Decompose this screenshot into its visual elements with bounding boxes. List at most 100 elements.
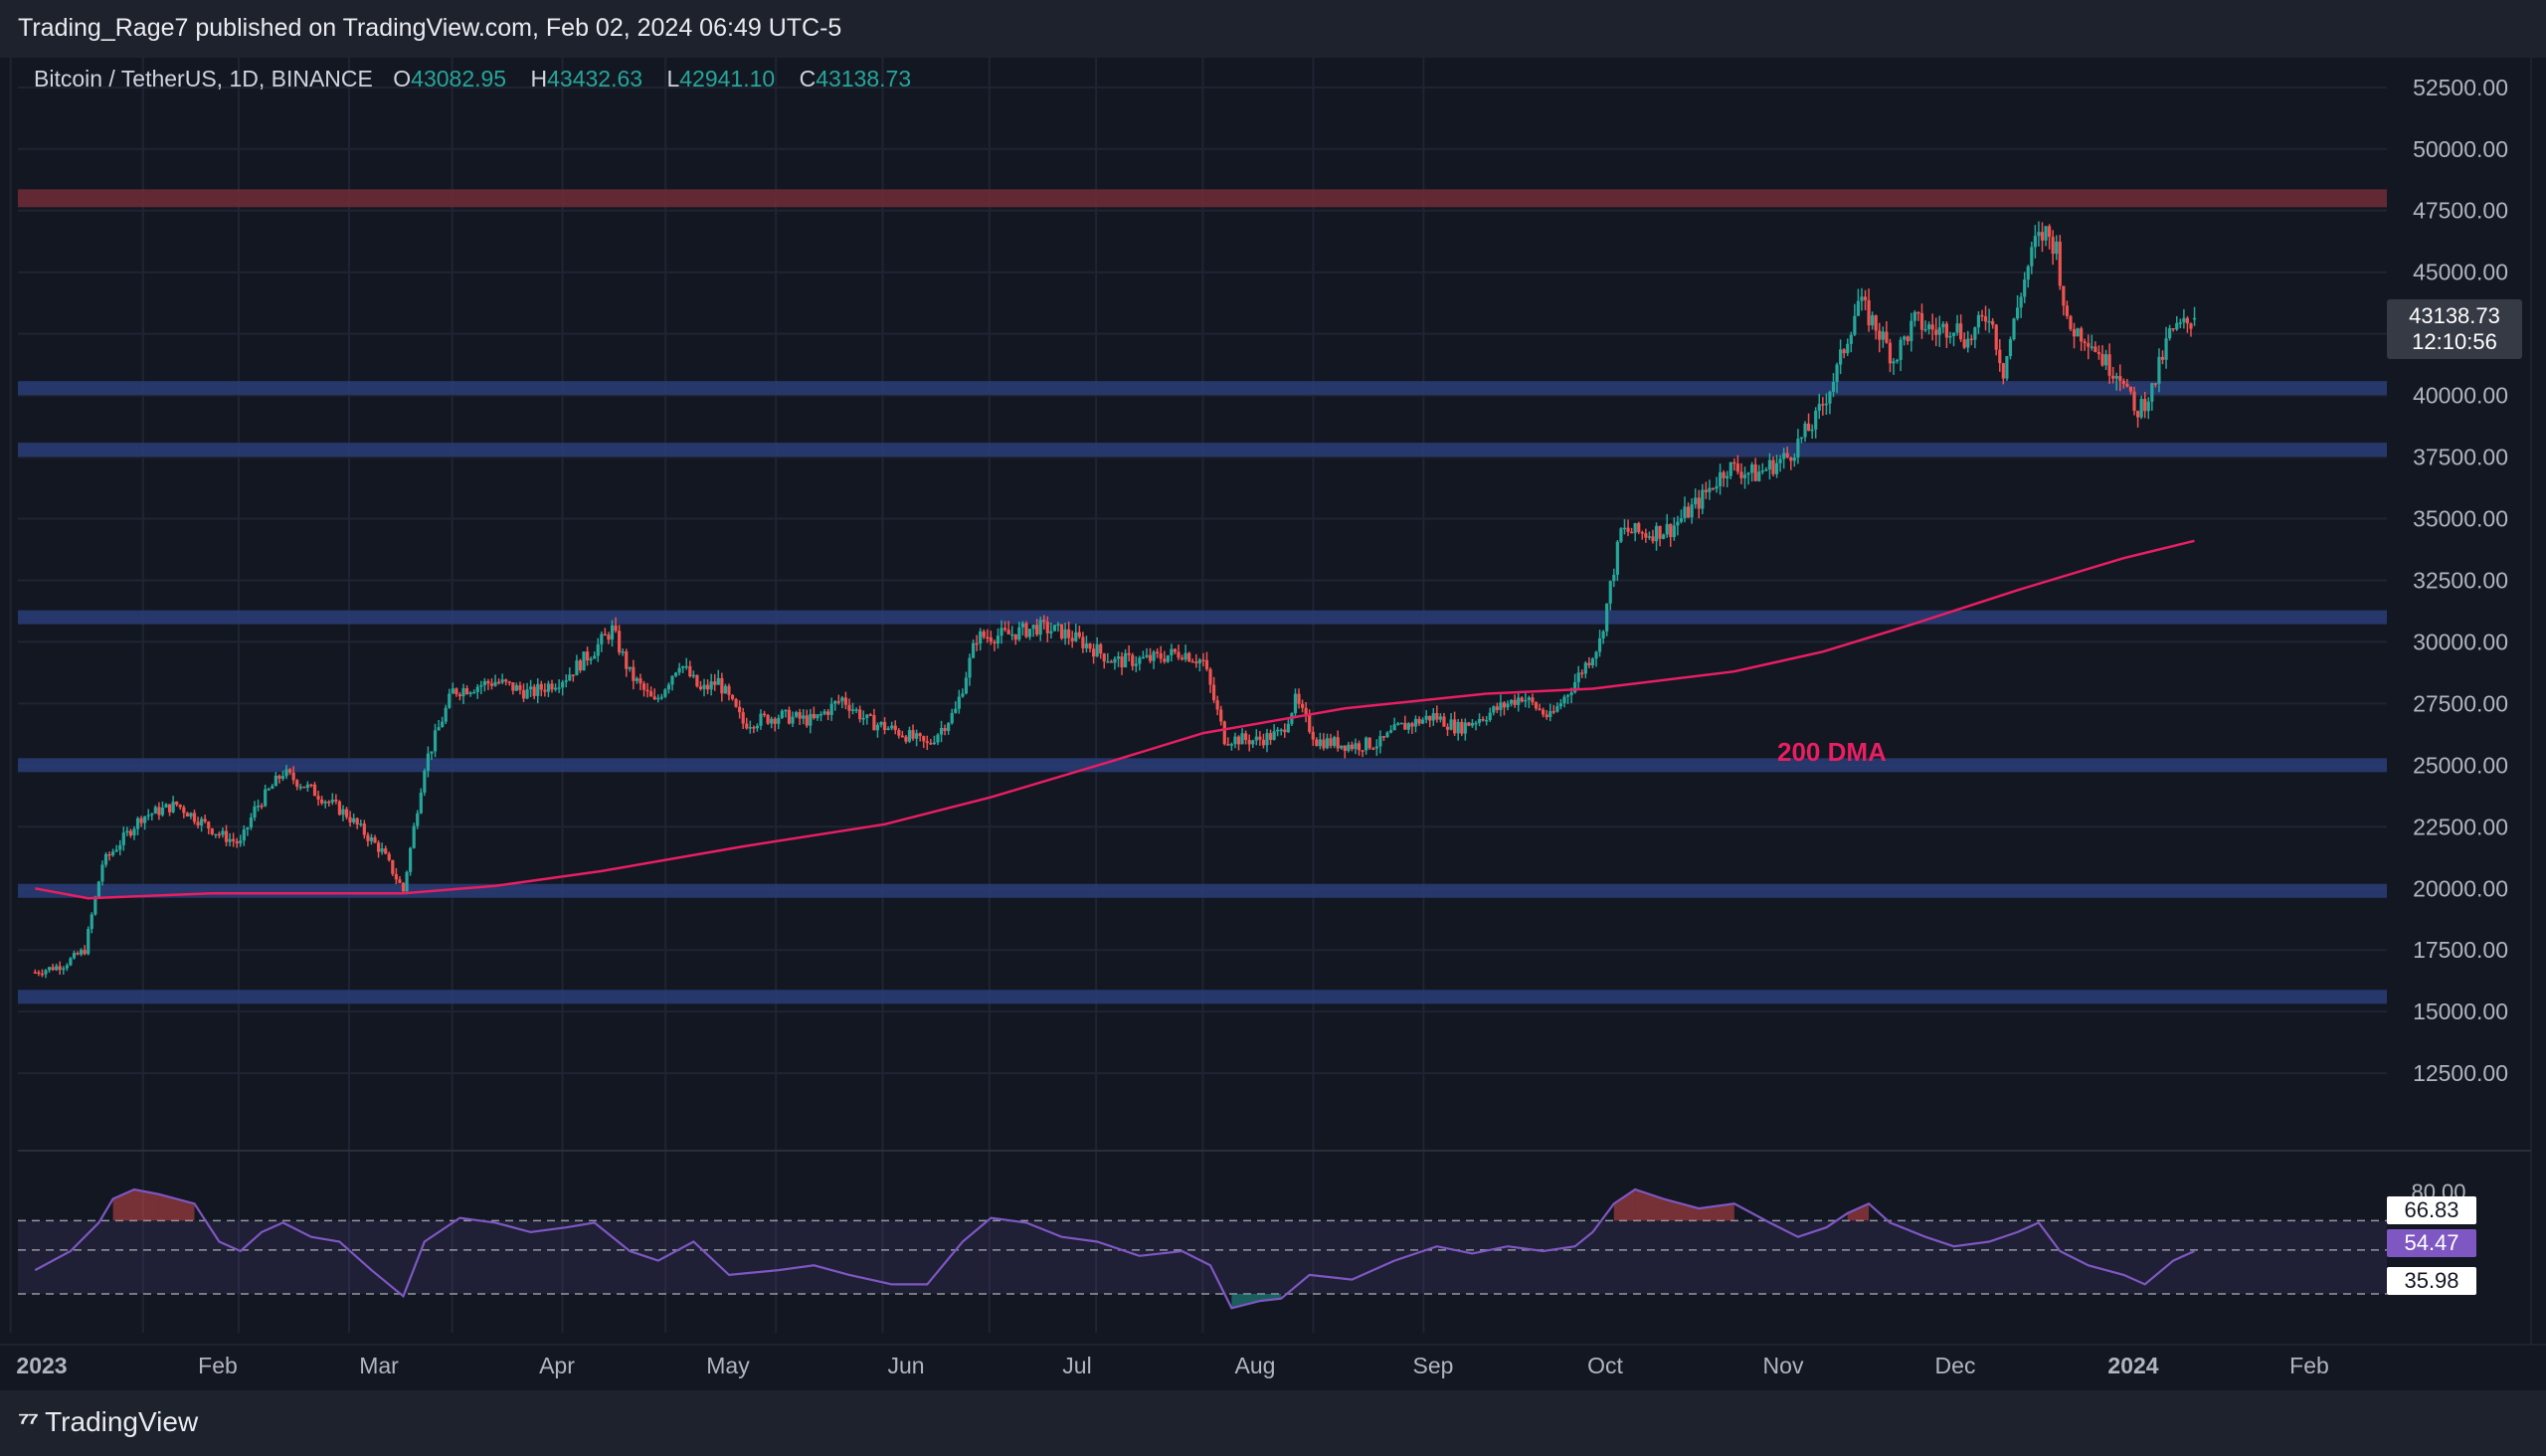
candle-body bbox=[1534, 702, 1539, 709]
candle-body bbox=[291, 772, 295, 781]
candle-body bbox=[759, 713, 763, 726]
dma-200-line bbox=[35, 539, 2195, 900]
candle-body bbox=[1077, 632, 1081, 637]
candle-body bbox=[1626, 527, 1630, 532]
candle-body bbox=[1991, 320, 1995, 325]
candle-body bbox=[1849, 334, 1853, 344]
candle-body bbox=[1084, 643, 1089, 648]
candle-body bbox=[224, 830, 229, 842]
candle-body bbox=[178, 805, 182, 808]
candle-body bbox=[748, 727, 752, 729]
candle-body bbox=[1998, 349, 2002, 364]
candle-body bbox=[83, 950, 87, 955]
candle-body bbox=[1742, 474, 1747, 478]
candle-body bbox=[1208, 668, 1212, 685]
candle-body bbox=[557, 687, 561, 689]
candle-body bbox=[267, 789, 271, 791]
candle-body bbox=[475, 686, 479, 692]
candle-body bbox=[1438, 716, 1442, 720]
candle-body bbox=[419, 792, 423, 814]
candle-body bbox=[1074, 632, 1078, 641]
candle-body bbox=[1796, 439, 1800, 457]
candle-body bbox=[836, 701, 840, 703]
candle-body bbox=[1276, 729, 1280, 732]
candle-body bbox=[398, 879, 402, 883]
candle-body bbox=[1856, 300, 1861, 316]
candle-body bbox=[625, 651, 629, 669]
support-zone bbox=[18, 883, 2387, 898]
rsi-band bbox=[18, 1220, 2387, 1294]
candle-body bbox=[915, 733, 919, 739]
candle-body bbox=[982, 631, 986, 637]
candle-body bbox=[433, 730, 438, 752]
candle-body bbox=[2135, 411, 2140, 418]
candle-body bbox=[1020, 623, 1024, 628]
candle-body bbox=[858, 709, 862, 720]
candle-body bbox=[107, 853, 111, 856]
y-tick-label: 52500.00 bbox=[2413, 75, 2508, 100]
price-chart[interactable]: 52500.0050000.0047500.0045000.0042500.00… bbox=[0, 58, 2546, 1390]
x-tick-label: Aug bbox=[1235, 1353, 1276, 1378]
candle-body bbox=[1325, 738, 1330, 749]
ohlc-legend: Bitcoin / TetherUS, 1D, BINANCE O43082.9… bbox=[34, 66, 925, 92]
candle-body bbox=[1477, 718, 1482, 723]
candle-body bbox=[1735, 463, 1739, 472]
candle-body bbox=[882, 721, 887, 730]
candle-body bbox=[2175, 322, 2179, 330]
candle-body bbox=[359, 823, 363, 825]
candle-body bbox=[1951, 332, 1956, 336]
candle-body bbox=[1222, 721, 1226, 745]
resistance-zone bbox=[18, 189, 2387, 208]
candle-body bbox=[507, 681, 511, 683]
candle-body bbox=[1771, 459, 1775, 474]
candle-body bbox=[1679, 518, 1684, 522]
candle-body bbox=[302, 786, 306, 789]
candle-body bbox=[727, 685, 731, 695]
candle-body bbox=[2114, 376, 2118, 379]
y-tick-label: 47500.00 bbox=[2413, 198, 2508, 224]
candle-body bbox=[118, 844, 122, 850]
candle-body bbox=[911, 730, 915, 739]
candle-body bbox=[2125, 383, 2129, 387]
candle-body bbox=[1173, 648, 1178, 652]
candle-body bbox=[1421, 719, 1425, 724]
candle-body bbox=[893, 725, 897, 731]
candle-body bbox=[287, 769, 292, 773]
candle-body bbox=[1463, 722, 1467, 734]
candle-body bbox=[1197, 659, 1201, 663]
candle-body bbox=[1846, 343, 1850, 354]
candle-body bbox=[777, 717, 781, 724]
candle-body bbox=[564, 680, 568, 682]
candle-body bbox=[1757, 471, 1761, 481]
candle-body bbox=[922, 736, 926, 742]
candle-body bbox=[316, 796, 320, 800]
candle-body bbox=[1350, 744, 1355, 750]
candle-body bbox=[645, 689, 649, 692]
candle-body bbox=[44, 970, 48, 975]
candle-body bbox=[1871, 315, 1875, 326]
candle-body bbox=[455, 688, 458, 695]
candle-body bbox=[766, 714, 770, 724]
candle-body bbox=[1467, 722, 1471, 726]
candle-body bbox=[784, 709, 788, 712]
candle-body bbox=[409, 847, 413, 872]
candle-body bbox=[900, 735, 904, 738]
candle-body bbox=[1272, 731, 1276, 740]
candle-body bbox=[875, 724, 880, 731]
candle-body bbox=[1694, 497, 1698, 505]
chart-area[interactable]: 52500.0050000.0047500.0045000.0042500.00… bbox=[0, 58, 2546, 1390]
candle-body bbox=[1969, 338, 1973, 341]
candle-body bbox=[1651, 536, 1655, 542]
candle-body bbox=[249, 817, 254, 828]
y-tick-label: 25000.00 bbox=[2413, 752, 2508, 778]
published-text: Trading_Rage7 published on TradingView.c… bbox=[18, 14, 842, 42]
candle-body bbox=[723, 685, 727, 694]
tradingview-logo[interactable]: ⁷⁷ TradingView bbox=[18, 1406, 198, 1438]
rsi-line bbox=[34, 1187, 2195, 1310]
candle-body bbox=[1545, 714, 1548, 718]
candle-body bbox=[666, 684, 671, 690]
candle-body bbox=[1081, 637, 1085, 648]
candle-body bbox=[1124, 652, 1128, 668]
candle-body bbox=[1159, 652, 1163, 659]
candle-body bbox=[773, 718, 777, 724]
